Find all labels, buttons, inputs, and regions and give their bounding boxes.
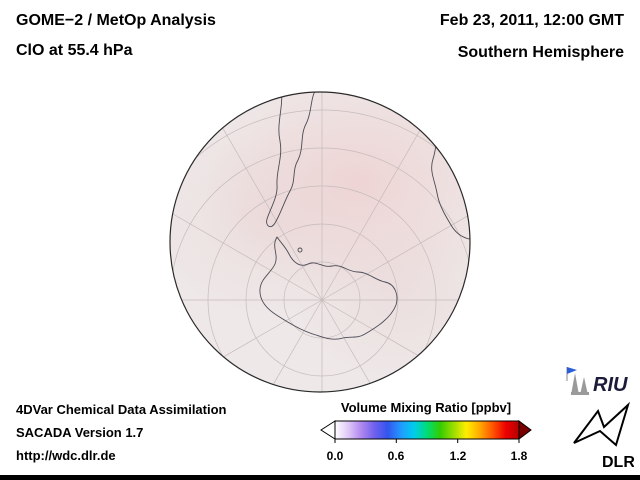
colorbar-right-arrow bbox=[518, 420, 532, 440]
footer-assimilation-label: 4DVar Chemical Data Assimilation bbox=[16, 402, 227, 417]
dlr-bird-icon bbox=[573, 401, 631, 447]
footer-url: http://wdc.dlr.de bbox=[16, 448, 116, 463]
riu-logo: RIU bbox=[566, 367, 628, 396]
riu-flag-icon bbox=[567, 367, 577, 374]
coastline-antarctica bbox=[259, 236, 398, 340]
header-hemisphere: Southern Hemisphere bbox=[457, 44, 624, 61]
coastline-africa bbox=[431, 116, 470, 240]
riu-cathedral-base bbox=[571, 392, 589, 395]
riu-cathedral-icon bbox=[571, 373, 579, 395]
tick-label-1: 0.6 bbox=[387, 449, 405, 463]
coastline-south-america bbox=[266, 92, 317, 228]
dlr-logo: DLR bbox=[573, 401, 634, 471]
tick-label-2: 1.2 bbox=[449, 449, 467, 463]
globe-outline bbox=[169, 91, 471, 393]
colorbar-ticks bbox=[334, 439, 520, 443]
island-icon bbox=[297, 247, 303, 253]
globe-map bbox=[169, 91, 471, 393]
footer-version-label: SACADA Version 1.7 bbox=[16, 425, 144, 440]
riu-logo-text: RIU bbox=[593, 374, 628, 396]
colorbar-gradient bbox=[334, 420, 520, 440]
header-datetime: Feb 23, 2011, 12:00 GMT bbox=[439, 12, 624, 29]
header-species-level: ClO at 55.4 hPa bbox=[16, 42, 133, 59]
colorbar-left-arrow bbox=[320, 420, 336, 440]
bottom-border-bar bbox=[0, 475, 640, 480]
colorbar-tick-labels: 0.0 0.6 1.2 1.8 bbox=[320, 448, 532, 464]
coastlines bbox=[259, 92, 470, 340]
colorbar-title: Volume Mixing Ratio [ppbv] bbox=[340, 400, 512, 415]
tick-label-3: 1.8 bbox=[510, 449, 528, 463]
tick-label-0: 0.0 bbox=[326, 449, 344, 463]
colorbar: Volume Mixing Ratio [ppbv] 0.0 0.6 1.2 1… bbox=[320, 400, 532, 464]
riu-cathedral-icon-2 bbox=[580, 377, 588, 395]
dlr-logo-text: DLR bbox=[602, 454, 634, 471]
header-product-title: GOME−2 / MetOp Analysis bbox=[16, 12, 216, 29]
colorbar-scale bbox=[320, 420, 532, 443]
